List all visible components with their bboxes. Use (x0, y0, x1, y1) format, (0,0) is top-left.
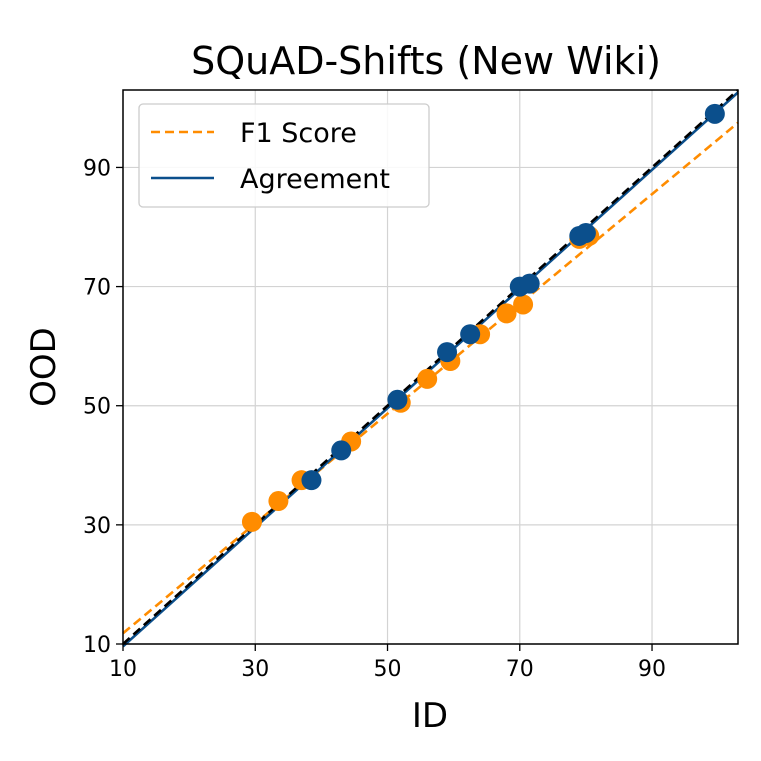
plot-frame (122, 89, 739, 645)
reference-line (122, 89, 739, 645)
f1-score-point (417, 368, 438, 389)
axis-ticks: 10 30 50 70 90 10 30 50 70 90 (83, 156, 666, 682)
f1-score-point (513, 294, 534, 315)
f1-score-legend-label: F1 Score (240, 118, 357, 149)
agreement-point (387, 389, 408, 410)
x-tick-label: 90 (638, 657, 666, 682)
x-tick-label: 50 (374, 657, 402, 682)
x-tick-label: 30 (241, 657, 269, 682)
y-tick-label: 70 (83, 276, 111, 301)
agreement-point (437, 342, 458, 363)
y-tick-label: 10 (83, 633, 111, 658)
x-tick-label: 70 (506, 657, 534, 682)
data-points (241, 103, 725, 532)
legend-box (138, 103, 430, 208)
y-tick-label: 90 (83, 156, 111, 181)
f1-score-point (496, 303, 517, 324)
chart-title: SQuAD-Shifts (New Wiki) (191, 39, 661, 83)
agreement-fit-line (122, 91, 739, 648)
agreement-legend-label: Agreement (240, 164, 390, 195)
f1-score-point (268, 491, 289, 512)
y-axis-label: OOD (24, 327, 64, 407)
y-tick-label: 50 (83, 395, 111, 420)
agreement-point (704, 103, 725, 124)
agreement-point (331, 440, 352, 461)
agreement-point (519, 273, 540, 294)
f1-score-point (241, 511, 262, 532)
legend: F1 Score Agreement (138, 103, 430, 208)
agreement-point (301, 470, 322, 491)
x-axis-label: ID (412, 696, 448, 736)
agreement-point (460, 324, 481, 345)
y-tick-label: 30 (83, 514, 111, 539)
x-tick-label: 10 (109, 657, 137, 682)
agreement-point (575, 222, 596, 243)
